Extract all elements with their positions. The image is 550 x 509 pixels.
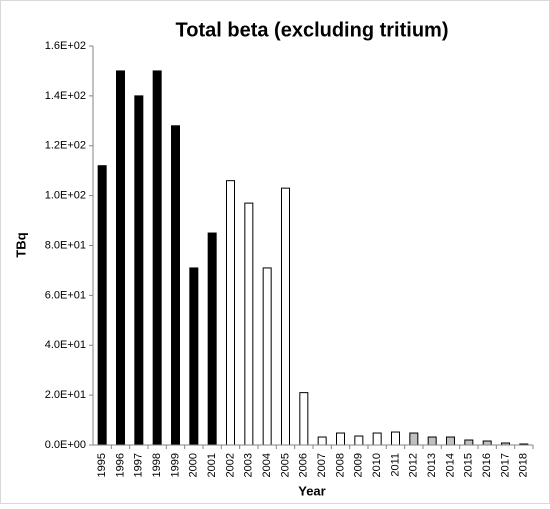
bar bbox=[171, 125, 180, 446]
x-tick-label: 2015 bbox=[463, 453, 475, 477]
y-tick-label: 8.0E+01 bbox=[45, 239, 86, 251]
bar bbox=[281, 187, 290, 446]
bar bbox=[97, 165, 107, 446]
y-tick-label: 2.0E+01 bbox=[45, 389, 86, 401]
bar bbox=[427, 436, 437, 446]
bar bbox=[152, 70, 162, 446]
bar bbox=[354, 435, 364, 446]
y-tick-label: 0.0E+00 bbox=[45, 439, 86, 451]
y-axis-label: TBq bbox=[13, 232, 28, 257]
x-tick-label: 2001 bbox=[206, 453, 218, 477]
x-tick-label: 2003 bbox=[243, 453, 255, 477]
x-tick-label: 1996 bbox=[114, 453, 126, 477]
x-axis-label: Year bbox=[298, 483, 325, 498]
y-tick-label: 6.0E+01 bbox=[45, 289, 86, 301]
y-tick-label: 1.4E+02 bbox=[45, 90, 86, 102]
bar bbox=[372, 432, 382, 446]
x-tick-label: 2007 bbox=[316, 453, 328, 477]
bar bbox=[207, 232, 217, 446]
x-tick-label: 2002 bbox=[224, 453, 236, 477]
x-tick-label: 2006 bbox=[298, 453, 310, 477]
x-tick-label: 1999 bbox=[169, 453, 181, 477]
x-tick-label: 2011 bbox=[389, 453, 401, 477]
bar bbox=[226, 180, 235, 446]
y-tick-label: 1.0E+02 bbox=[45, 190, 86, 202]
x-tick-label: 2016 bbox=[481, 453, 493, 477]
x-tick-label: 1995 bbox=[96, 453, 108, 477]
x-tick-label: 2013 bbox=[426, 453, 438, 477]
x-tick-label: 2005 bbox=[279, 453, 291, 477]
x-tick-label: 2008 bbox=[334, 453, 346, 477]
bar bbox=[116, 70, 125, 446]
bar bbox=[409, 432, 419, 446]
x-tick-label: 2018 bbox=[518, 453, 530, 477]
y-tick-label: 1.2E+02 bbox=[45, 140, 86, 152]
x-tick-label: 2010 bbox=[371, 453, 383, 477]
x-tick-label: 1998 bbox=[151, 453, 163, 477]
x-tick-label: 1997 bbox=[133, 453, 145, 477]
y-tick-label: 4.0E+01 bbox=[45, 339, 86, 351]
bar bbox=[134, 95, 144, 446]
bar bbox=[189, 267, 199, 446]
bar bbox=[446, 436, 455, 446]
x-tick-label: 2004 bbox=[261, 453, 273, 477]
x-tick-label: 2014 bbox=[444, 453, 456, 477]
y-tick-label: 1.6E+02 bbox=[45, 40, 86, 52]
bar bbox=[262, 267, 272, 446]
bar bbox=[464, 439, 474, 446]
bar bbox=[299, 392, 309, 446]
bar bbox=[244, 202, 254, 446]
x-tick-label: 2012 bbox=[408, 453, 420, 477]
x-tick-label: 2009 bbox=[353, 453, 365, 477]
bar bbox=[391, 431, 400, 446]
bar bbox=[482, 440, 492, 446]
x-tick-label: 2017 bbox=[499, 453, 511, 477]
x-tick-label: 2000 bbox=[188, 453, 200, 477]
bar bbox=[336, 432, 345, 446]
chart-title: Total beta (excluding tritium) bbox=[176, 19, 449, 41]
bar bbox=[317, 436, 327, 446]
